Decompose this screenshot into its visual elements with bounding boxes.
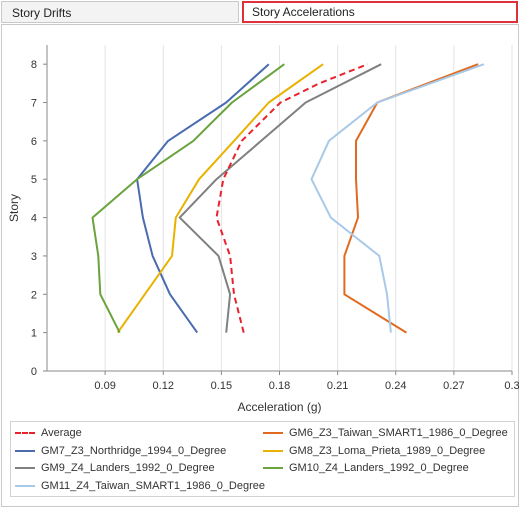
- legend-item: Average: [15, 425, 82, 441]
- x-tick-label: 0.09: [94, 380, 115, 392]
- series-line: [310, 63, 485, 333]
- legend-swatch: [15, 484, 35, 487]
- story-acceleration-chart: 0.09 0.12 0.15 0.18 0.21 0.24 0.27 0.3 0 1 2 3 4 5 6 7 8…: [7, 45, 520, 414]
- axes: 0.09 0.12 0.15 0.18 0.21 0.24 0.27 0.3 0 1 2 3 4 5 6 7 8: [31, 45, 520, 392]
- legend-swatch: [15, 467, 35, 469]
- legend-label: GM11_Z4_Taiwan_SMART1_1986_0_Degree: [41, 479, 266, 492]
- legend-item: GM11_Z4_Taiwan_SMART1_1986_0_Degree: [15, 478, 265, 494]
- x-tick-label: 0.24: [385, 380, 406, 392]
- y-tick-label: 8: [31, 59, 37, 71]
- y-tick-label: 1: [31, 328, 37, 340]
- chart-legend: Average GM7_Z3_Northridge_1994_0_Degree GM…: [10, 421, 515, 497]
- y-tick-label: 2: [31, 289, 37, 301]
- legend-label: GM8_Z3_Loma_Prieta_1989_0_Degree: [289, 444, 486, 457]
- x-tick-label: 0.18: [269, 380, 290, 392]
- series-line: [215, 63, 369, 333]
- legend-item: GM9_Z4_Landers_1992_0_Degree: [15, 460, 215, 476]
- legend-label: GM7_Z3_Northridge_1994_0_Degree: [41, 444, 227, 457]
- tab-story-accelerations[interactable]: Story Accelerations: [242, 1, 518, 23]
- series-line: [343, 63, 479, 334]
- legend-item: GM8_Z3_Loma_Prieta_1989_0_Degree: [263, 443, 485, 459]
- legend-label: GM10_Z4_Landers_1992_0_Degree: [289, 462, 469, 474]
- y-tick-label: 7: [31, 98, 37, 110]
- y-tick-label: 0: [31, 366, 37, 378]
- x-tick-label: 0.15: [211, 380, 232, 392]
- grid: [104, 45, 513, 371]
- series-line: [116, 63, 324, 334]
- x-tick-label: 0.3: [504, 380, 519, 392]
- tab-bar: Story Drifts Story Accelerations: [0, 0, 521, 24]
- x-tick-label: 0.12: [153, 380, 174, 392]
- tab-story-drifts[interactable]: Story Drifts: [1, 1, 239, 23]
- legend-item: GM6_Z3_Taiwan_SMART1_1986_0_Degree: [263, 425, 508, 441]
- legend-item: GM10_Z4_Landers_1992_0_Degree: [263, 460, 469, 476]
- x-tick-label: 0.27: [443, 380, 464, 392]
- y-tick-label: 4: [31, 213, 37, 225]
- legend-label: GM6_Z3_Taiwan_SMART1_1986_0_Degree: [289, 427, 508, 439]
- legend-swatch: [263, 467, 283, 469]
- legend-swatch: [263, 432, 283, 434]
- series-lines: [91, 63, 485, 334]
- y-tick-label: 5: [31, 174, 37, 186]
- legend-swatch: [15, 449, 35, 452]
- y-tick-label: 3: [31, 251, 37, 263]
- y-tick-label: 6: [31, 136, 37, 148]
- legend-label: GM9_Z4_Landers_1992_0_Degree: [41, 462, 215, 474]
- x-tick-label: 0.21: [327, 380, 348, 392]
- series-line: [91, 63, 285, 334]
- series-line: [178, 63, 382, 333]
- legend-item: GM7_Z3_Northridge_1994_0_Degree: [15, 443, 226, 459]
- series-line: [136, 63, 270, 334]
- legend-label: Average: [41, 427, 82, 439]
- y-axis-title: Story: [7, 194, 21, 222]
- legend-swatch: [15, 432, 35, 434]
- x-axis-title: Acceleration (g): [237, 400, 321, 414]
- legend-swatch: [263, 449, 283, 452]
